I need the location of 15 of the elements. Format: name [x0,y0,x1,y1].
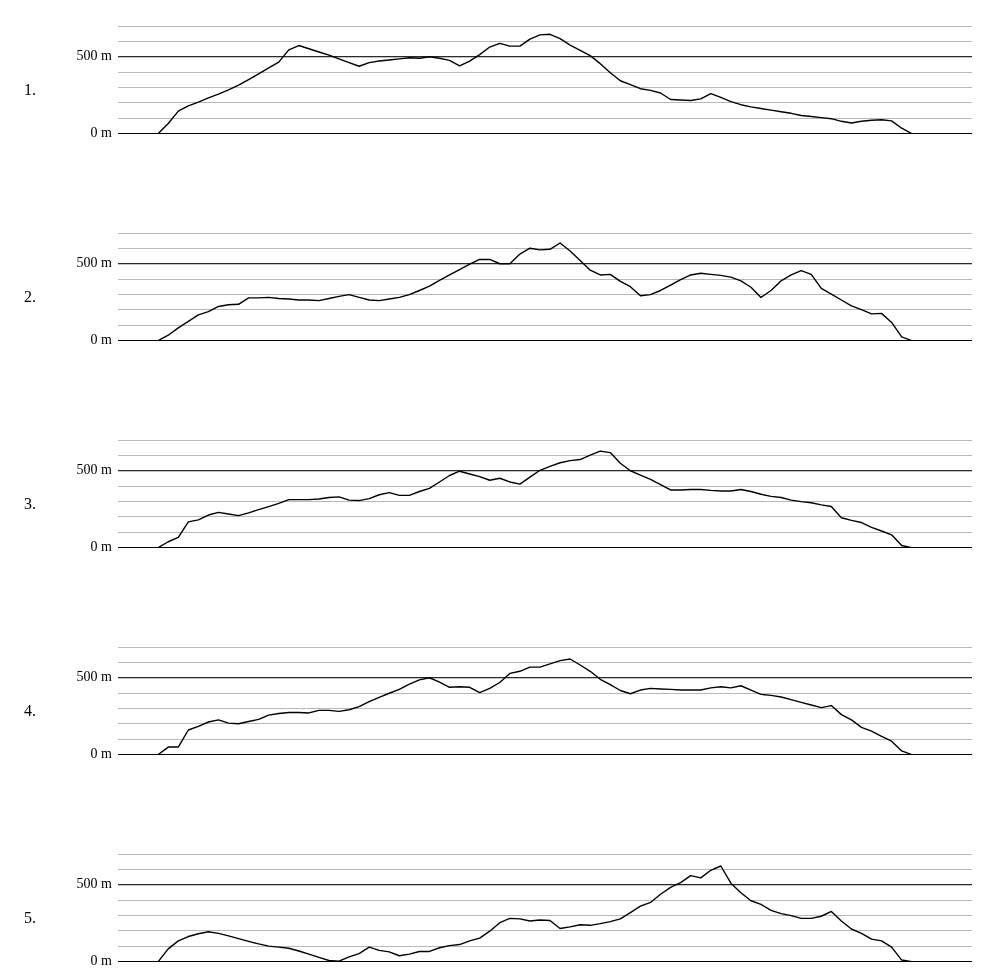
text: 1. [24,80,36,99]
y-tick-label: 500 m [76,48,113,64]
text: 3. [24,494,36,513]
y-tick-label: 0 m [90,332,113,348]
y-tick-label: 500 m [76,255,113,271]
y-tick-label: 500 m [76,876,113,892]
text: 4. [24,701,36,720]
y-tick-label: 500 m [76,462,113,478]
y-tick-label: 500 m [76,669,113,685]
y-tick-label: 0 m [90,539,113,555]
text: 5. [24,908,36,927]
text: 2. [24,287,36,306]
y-tick-label: 0 m [90,953,113,969]
y-tick-label: 0 m [90,125,113,141]
y-tick-label: 0 m [90,746,113,762]
